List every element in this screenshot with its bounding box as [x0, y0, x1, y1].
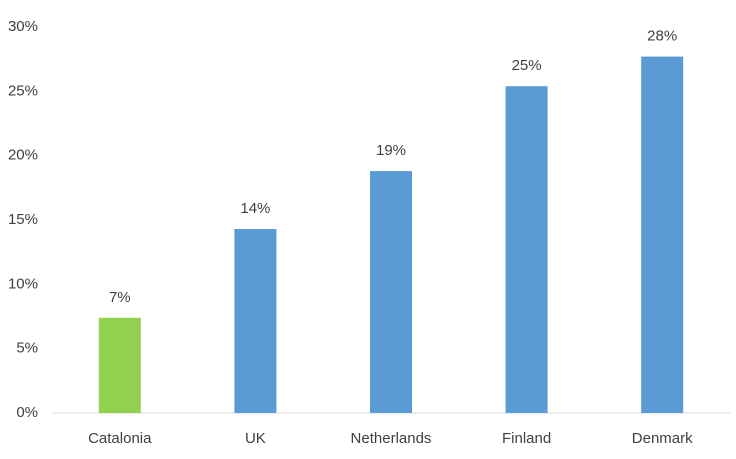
y-tick-label: 25% — [8, 82, 38, 99]
x-tick-label: UK — [245, 430, 266, 447]
data-label: 14% — [240, 200, 270, 217]
y-tick-label: 0% — [16, 404, 38, 421]
bar — [98, 317, 141, 413]
data-label: 7% — [109, 289, 131, 306]
x-tick-label: Netherlands — [351, 430, 432, 447]
y-tick-label: 10% — [8, 275, 38, 292]
y-tick-label: 20% — [8, 147, 38, 164]
bar — [505, 86, 548, 413]
x-tick-label: Denmark — [632, 430, 693, 447]
x-tick-label: Finland — [502, 430, 551, 447]
y-tick-label: 15% — [8, 211, 38, 228]
y-tick-label: 5% — [16, 340, 38, 357]
data-label: 28% — [647, 28, 677, 45]
data-label: 25% — [512, 57, 542, 74]
bar — [234, 229, 277, 413]
x-tick-label: Catalonia — [88, 430, 152, 447]
bar — [370, 171, 412, 413]
bar — [641, 56, 684, 414]
y-tick-label: 30% — [8, 18, 38, 35]
data-label: 19% — [376, 142, 406, 159]
